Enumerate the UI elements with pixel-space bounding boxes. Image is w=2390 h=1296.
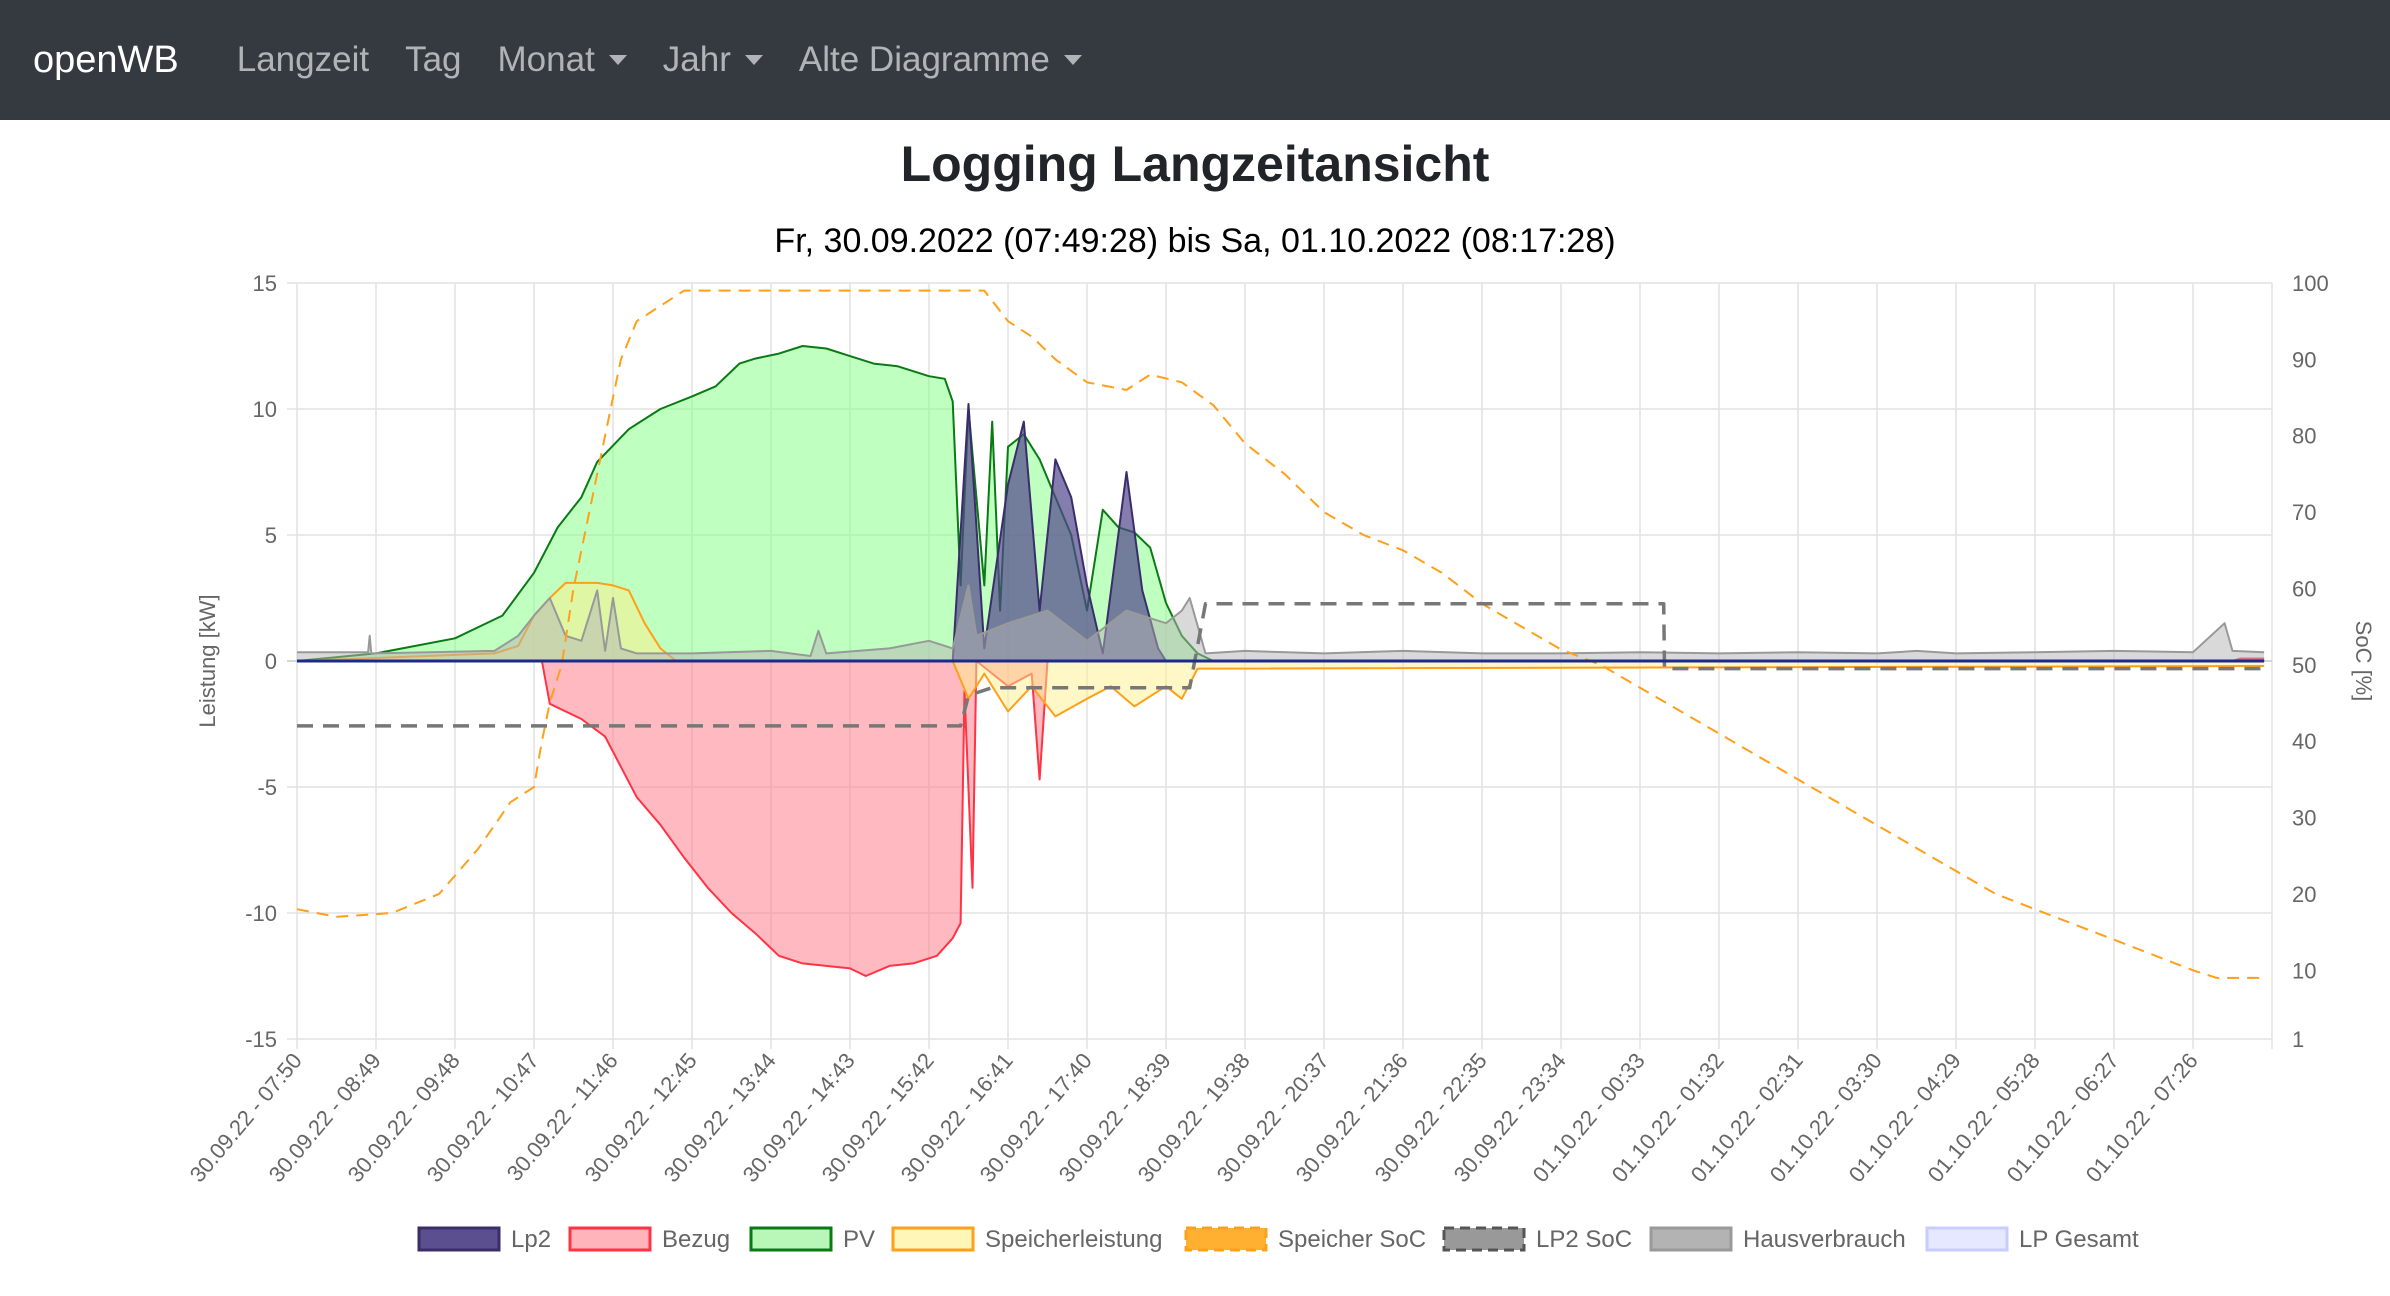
legend-label-lp2: Lp2	[511, 1226, 551, 1253]
legend-swatch-lp2	[417, 1226, 501, 1252]
legend-swatch-bezug	[568, 1226, 652, 1252]
nav-jahr-dropdown[interactable]: Jahr	[663, 40, 763, 80]
caret-down-icon	[1063, 55, 1082, 65]
y-right-tick-label: 100	[2292, 271, 2329, 296]
caret-down-icon	[744, 55, 763, 65]
nav-tag[interactable]: Tag	[405, 40, 461, 80]
legend-swatch-pv	[749, 1226, 833, 1252]
y-right-tick-label: 50	[2292, 653, 2316, 678]
nav-tag-label: Tag	[405, 40, 462, 79]
nav-alte-diagramme-dropdown[interactable]: Alte Diagramme	[799, 40, 1082, 80]
y-left-tick-label: 0	[265, 649, 277, 674]
series-area-bezug	[297, 658, 2265, 976]
y-left-tick-label: -10	[245, 901, 277, 926]
y-right-tick-label: 30	[2292, 806, 2316, 831]
nav-alte-diagramme-label: Alte Diagramme	[798, 40, 1050, 79]
y-left-tick-label: 15	[253, 271, 277, 296]
y-right-tick-label: 80	[2292, 424, 2316, 449]
legend-label-lp-gesamt: LP Gesamt	[2019, 1226, 2139, 1253]
legend-label-lp2-soc: LP2 SoC	[1536, 1226, 1632, 1253]
legend-label-hausverbrauch: Hausverbrauch	[1743, 1226, 1906, 1253]
nav-monat-label: Monat	[497, 40, 595, 79]
y-right-tick-label: 90	[2292, 347, 2316, 372]
y-left-axis-title: Leistung [kW]	[195, 594, 220, 727]
legend-label-speicherleistung: Speicherleistung	[985, 1226, 1162, 1253]
legend-swatch-speicher-soc	[1184, 1226, 1268, 1252]
series-line-speicher-soc	[296, 289, 2265, 979]
series-line-speicherleistung	[296, 581, 2265, 718]
y-right-axis-title: SoC [%]	[2351, 621, 2376, 702]
power-chart: 151050-5-10-151009080706050403020101Leis…	[185, 271, 2376, 1253]
chart-series	[296, 289, 2265, 979]
navbar: openWB Langzeit Tag Monat Jahr Alte Diag…	[0, 0, 2390, 120]
page-subtitle: Fr, 30.09.2022 (07:49:28) bis Sa, 01.10.…	[774, 222, 1616, 260]
legend-swatch-lp-gesamt	[1925, 1226, 2009, 1252]
legend-label-bezug: Bezug	[662, 1226, 730, 1253]
legend-label-pv: PV	[843, 1226, 875, 1253]
y-left-tick-label: 10	[253, 397, 277, 422]
y-left-tick-label: -15	[245, 1027, 277, 1052]
y-right-tick-label: 70	[2292, 500, 2316, 525]
nav-monat-dropdown[interactable]: Monat	[498, 40, 627, 80]
legend-swatch-speicherleistung	[891, 1226, 975, 1252]
y-left-tick-label: -5	[257, 775, 277, 800]
y-left-tick-label: 5	[265, 523, 277, 548]
y-right-tick-label: 20	[2292, 882, 2316, 907]
legend-swatch-lp2-soc	[1442, 1226, 1526, 1252]
series-area-hausverbrauch	[297, 585, 2265, 661]
series-line-hausverbrauch	[297, 584, 2265, 657]
y-right-tick-label: 1	[2292, 1027, 2304, 1052]
page-title: Logging Langzeitansicht	[900, 136, 1490, 192]
nav-jahr-label: Jahr	[662, 40, 731, 79]
y-right-tick-label: 60	[2292, 576, 2316, 601]
nav-langzeit-label: Langzeit	[236, 40, 370, 79]
legend-swatch-hausverbrauch	[1649, 1226, 1733, 1252]
legend-label-speicher-soc: Speicher SoC	[1278, 1226, 1426, 1253]
series-line-lp2-soc	[297, 601, 2265, 728]
nav-langzeit[interactable]: Langzeit	[237, 40, 369, 80]
caret-down-icon	[608, 55, 627, 65]
brand-logo[interactable]: openWB	[33, 38, 179, 81]
series-area-pv	[297, 346, 2265, 661]
y-right-tick-label: 40	[2292, 729, 2316, 754]
chart-legend: Lp2 Bezug PV Speicherleistung Speicher SoC LP…	[417, 1226, 2139, 1253]
y-right-tick-label: 10	[2292, 958, 2316, 983]
